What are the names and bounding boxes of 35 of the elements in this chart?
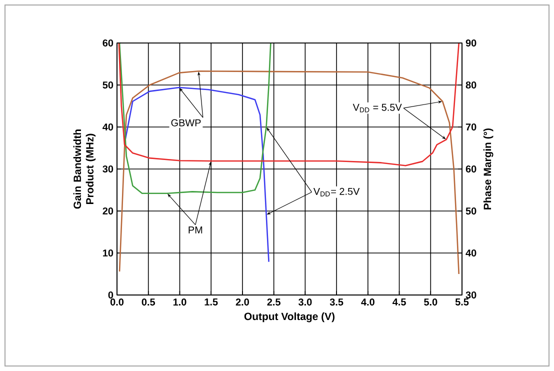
x-axis-title: Output Voltage (V) (244, 312, 334, 322)
line-series (118, 70, 460, 275)
y-tick-label: 30 (102, 165, 114, 173)
y-tick-label: 50 (102, 81, 114, 89)
x-tick-label: 2.0 (236, 298, 249, 306)
y2-tick-label: 50 (466, 207, 476, 215)
y-tick-label: 40 (102, 123, 114, 131)
x-tick-label: 1.0 (173, 298, 186, 306)
annotation: GBWP (171, 119, 201, 126)
x-tick-label: 5.0 (424, 298, 438, 306)
x-tick-label: 3.5 (330, 298, 344, 306)
annotation: V$_{DD}$= 2.5V (313, 188, 360, 196)
x-tick-label: 1.5 (204, 298, 218, 306)
y-tick-label: 0 (108, 291, 114, 299)
y-tick-label: 20 (102, 207, 114, 215)
x-tick-label: 0.0 (110, 298, 124, 306)
annotation: V$_{DD}$ = 5.5V (352, 104, 402, 112)
line-series (124, 86, 270, 262)
y2-tick-label: 60 (466, 165, 476, 173)
x-tick-label: 2.5 (267, 298, 280, 306)
x-tick-label: 3.0 (298, 298, 312, 306)
y2-axis-title: Phase Margin (°) (483, 128, 494, 210)
y-tick-label: 60 (102, 39, 114, 47)
y2-tick-label: 70 (466, 123, 476, 131)
x-tick-label: 5.5 (455, 298, 469, 306)
x-tick-label: 0.5 (142, 298, 156, 306)
x-tick-label: 4.0 (361, 298, 374, 306)
y2-tick-label: 30 (466, 291, 476, 299)
annotation: PM (188, 226, 202, 234)
y-axis-title: Gain Bandwidth Product (MHz) (73, 130, 96, 209)
y2-tick-label: 40 (466, 249, 476, 257)
y-tick-label: 10 (103, 249, 114, 257)
x-tick-label: 4.5 (392, 298, 406, 306)
y2-tick-label: 90 (466, 39, 476, 47)
y2-tick-label: 80 (466, 81, 476, 89)
